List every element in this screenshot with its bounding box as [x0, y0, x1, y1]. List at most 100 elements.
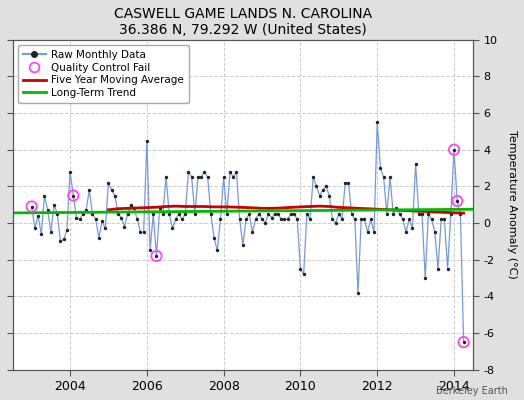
Point	[319, 187, 327, 193]
Point	[184, 168, 193, 175]
Point	[156, 205, 164, 212]
Legend: Raw Monthly Data, Quality Control Fail, Five Year Moving Average, Long-Term Tren: Raw Monthly Data, Quality Control Fail, …	[18, 45, 189, 103]
Point	[171, 216, 180, 222]
Point	[351, 216, 359, 222]
Point	[178, 216, 186, 222]
Point	[383, 211, 391, 217]
Point	[27, 203, 36, 210]
Point	[152, 253, 161, 259]
Point	[95, 234, 103, 241]
Point	[75, 216, 84, 222]
Point	[267, 214, 276, 221]
Point	[72, 214, 81, 221]
Point	[379, 174, 388, 180]
Point	[450, 146, 458, 153]
Point	[453, 198, 462, 204]
Point	[34, 212, 42, 219]
Point	[389, 211, 397, 217]
Point	[188, 174, 196, 180]
Point	[191, 211, 199, 217]
Point	[271, 211, 279, 217]
Point	[133, 216, 141, 222]
Point	[104, 180, 113, 186]
Point	[453, 198, 462, 204]
Point	[274, 211, 282, 217]
Point	[347, 211, 356, 217]
Point	[60, 236, 68, 243]
Point	[85, 187, 93, 193]
Point	[332, 220, 340, 226]
Point	[443, 266, 452, 272]
Point	[440, 216, 449, 222]
Point	[149, 211, 157, 217]
Point	[229, 174, 237, 180]
Point	[414, 211, 423, 217]
Point	[63, 227, 71, 234]
Point	[446, 211, 455, 217]
Point	[424, 211, 433, 217]
Point	[232, 168, 241, 175]
Text: Berkeley Earth: Berkeley Earth	[436, 386, 508, 396]
Point	[325, 192, 333, 199]
Point	[92, 216, 100, 222]
Point	[130, 205, 138, 212]
Point	[206, 211, 215, 217]
Point	[322, 183, 330, 190]
Point	[373, 119, 381, 125]
Point	[344, 180, 353, 186]
Point	[143, 137, 151, 144]
Point	[450, 146, 458, 153]
Point	[283, 216, 292, 222]
Point	[242, 216, 250, 222]
Point	[43, 207, 52, 213]
Point	[98, 218, 106, 224]
Point	[341, 180, 350, 186]
Point	[392, 205, 401, 212]
Point	[364, 229, 372, 235]
Point	[437, 216, 445, 222]
Point	[456, 211, 465, 217]
Point	[117, 214, 125, 221]
Point	[238, 242, 247, 248]
Point	[107, 187, 116, 193]
Point	[162, 174, 170, 180]
Point	[411, 161, 420, 168]
Point	[306, 216, 314, 222]
Point	[421, 275, 429, 281]
Point	[216, 216, 225, 222]
Point	[293, 216, 301, 222]
Point	[194, 174, 202, 180]
Point	[66, 168, 74, 175]
Point	[370, 229, 378, 235]
Point	[88, 211, 96, 217]
Point	[152, 253, 161, 259]
Point	[335, 211, 343, 217]
Point	[159, 211, 167, 217]
Point	[124, 211, 132, 217]
Point	[79, 211, 87, 217]
Point	[399, 216, 407, 222]
Point	[69, 192, 78, 199]
Point	[121, 224, 129, 230]
Point	[197, 174, 205, 180]
Point	[31, 225, 39, 232]
Point	[315, 192, 324, 199]
Point	[431, 229, 439, 235]
Point	[312, 183, 321, 190]
Point	[354, 290, 362, 296]
Y-axis label: Temperature Anomaly (°C): Temperature Anomaly (°C)	[507, 130, 517, 279]
Point	[37, 231, 46, 237]
Point	[223, 211, 231, 217]
Point	[213, 247, 222, 254]
Point	[428, 216, 436, 222]
Point	[357, 216, 365, 222]
Point	[111, 192, 119, 199]
Point	[396, 211, 404, 217]
Point	[261, 220, 269, 226]
Point	[258, 216, 266, 222]
Point	[408, 225, 417, 232]
Point	[386, 174, 394, 180]
Point	[210, 234, 218, 241]
Point	[139, 229, 148, 235]
Point	[146, 247, 154, 254]
